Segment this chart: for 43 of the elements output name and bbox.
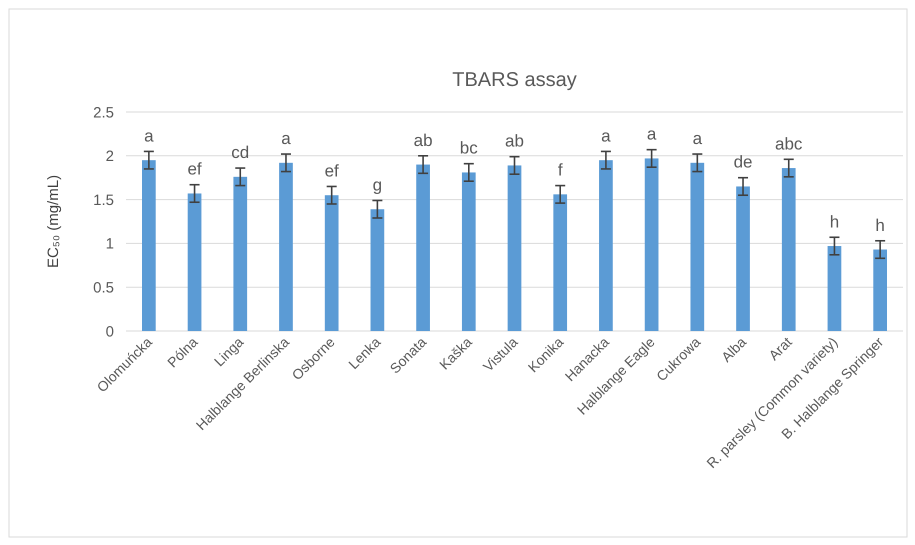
x-tick-label: Arat (765, 334, 795, 364)
bar (782, 168, 796, 331)
bar (553, 194, 568, 331)
bar (370, 209, 384, 331)
annotation: bc (460, 138, 478, 158)
bar (462, 172, 476, 331)
annotation: a (601, 126, 612, 146)
annotation: a (692, 129, 703, 148)
annotation: ef (187, 160, 202, 179)
bar (690, 162, 704, 331)
bar (188, 193, 202, 331)
y-tick-label: 2 (106, 148, 114, 166)
bar (599, 160, 613, 331)
chart-title: TBARS assay (452, 69, 577, 91)
bar (416, 164, 430, 331)
annotation: cd (231, 143, 250, 162)
annotation: abc (775, 134, 803, 154)
y-tick-label: 2.5 (93, 104, 114, 122)
y-tick-label: 1 (106, 236, 114, 253)
annotation: ab (505, 132, 524, 151)
bar (142, 160, 156, 331)
annotation: h (875, 216, 885, 235)
bar (828, 246, 842, 331)
y-tick-label: 0 (106, 323, 114, 340)
annotation: a (281, 129, 292, 148)
bar (873, 250, 888, 331)
y-tick-label: 0.5 (93, 279, 114, 296)
y-tick-label: 1.5 (93, 192, 114, 209)
y-axis-title: EC₅₀ (mg/mL) (45, 174, 62, 268)
bar (324, 195, 339, 331)
annotation: g (372, 175, 382, 194)
annotation: f (558, 160, 563, 180)
annotation: ef (324, 161, 340, 180)
bar (508, 165, 522, 331)
bar (233, 176, 248, 331)
bar (736, 186, 750, 331)
annotation: ab (414, 130, 433, 150)
annotation: de (734, 152, 752, 172)
bar (279, 162, 293, 331)
annotation: a (646, 124, 657, 144)
bar (644, 158, 658, 331)
annotation: a (144, 126, 154, 146)
annotation: h (830, 212, 840, 232)
